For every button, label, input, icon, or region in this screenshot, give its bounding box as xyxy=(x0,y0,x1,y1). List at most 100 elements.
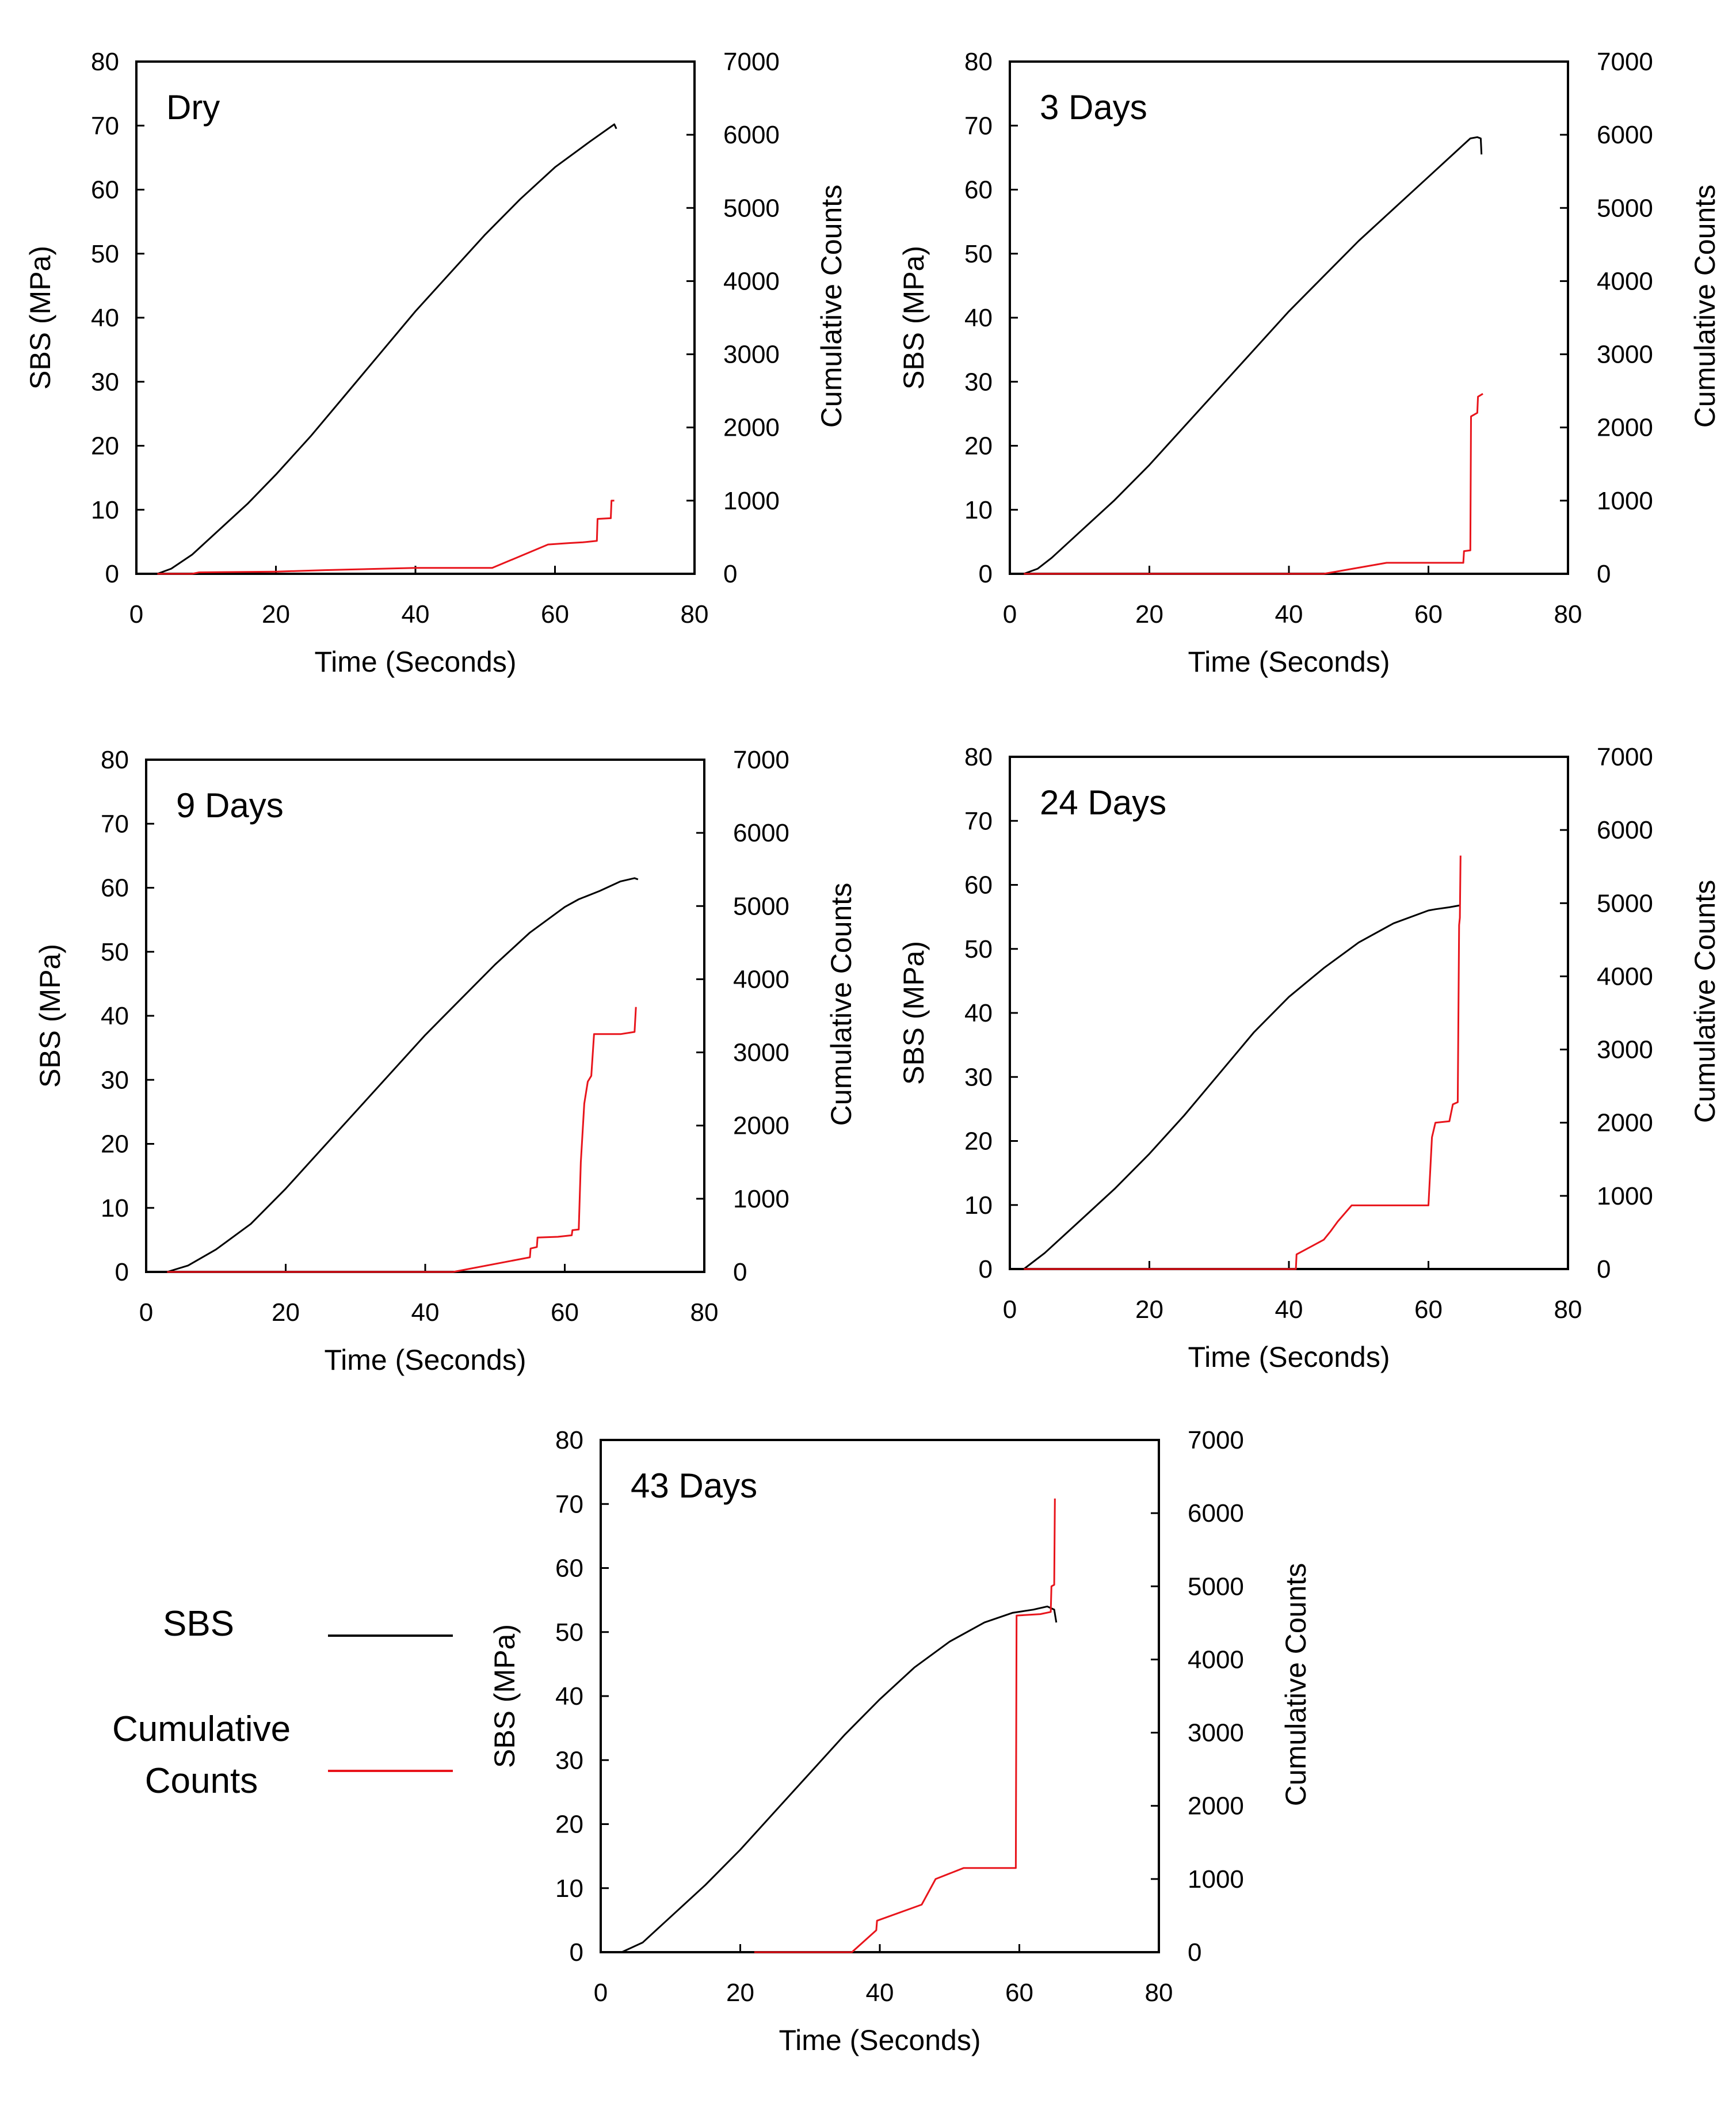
plot-frame xyxy=(1009,60,1569,575)
y2-tick-label: 1000 xyxy=(1597,1182,1653,1210)
y-tick-label: 10 xyxy=(101,1194,129,1222)
x-tick-label: 40 xyxy=(1275,1296,1303,1324)
y-tick-label: 40 xyxy=(964,999,993,1027)
y-tick-label: 20 xyxy=(555,1811,583,1839)
y2-tick-label: 5000 xyxy=(1188,1572,1244,1601)
y2-tick-label: 7000 xyxy=(1188,1426,1244,1454)
series-line-cumulative-counts xyxy=(1024,855,1462,1270)
y2-tick-label: 4000 xyxy=(723,267,780,295)
x-tick-label: 0 xyxy=(129,600,143,628)
series-line-sbs xyxy=(1023,904,1460,1270)
plot-frame xyxy=(145,759,705,1273)
y-tick-label: 30 xyxy=(964,368,993,396)
y2-tick-label: 6000 xyxy=(733,819,789,847)
y-tick-label: 50 xyxy=(964,935,993,963)
y2-tick-label: 5000 xyxy=(1597,889,1653,917)
series-line-cumulative-counts xyxy=(754,1498,1056,1953)
panels: 0 20 40 60 800102030405060708001000200030004… xyxy=(24,48,1721,2056)
y2-tick-label: 0 xyxy=(733,1258,747,1286)
y2-tick-label: 3000 xyxy=(1597,1036,1653,1064)
y2-tick-label: 1000 xyxy=(723,487,780,515)
series-line-cumulative-counts xyxy=(157,500,615,575)
y-tick-label: 30 xyxy=(555,1746,583,1774)
plot-frame xyxy=(135,60,696,575)
y2-tick-label: 4000 xyxy=(733,965,789,993)
y2-tick-label: 7000 xyxy=(1597,743,1653,771)
y2-tick-label: 4000 xyxy=(1597,962,1653,990)
x-axis-label: Time (Seconds) xyxy=(1188,1341,1390,1373)
y2-axis-label: Cumulative Counts xyxy=(1689,185,1721,428)
series-line-cumulative-counts xyxy=(1024,393,1483,575)
y2-tick-label: 3000 xyxy=(723,341,780,369)
y-tick-label: 0 xyxy=(105,560,119,588)
x-tick-label: 40 xyxy=(1275,600,1303,628)
y-tick-label: 40 xyxy=(101,1002,129,1030)
x-axis-label: Time (Seconds) xyxy=(314,646,516,678)
x-tick-label: 20 xyxy=(262,600,290,628)
y2-tick-label: 6000 xyxy=(723,121,780,149)
y-tick-label: 50 xyxy=(964,240,993,268)
y-tick-label: 80 xyxy=(555,1426,583,1454)
y-tick-label: 80 xyxy=(91,48,119,76)
y-tick-label: 10 xyxy=(964,1191,993,1220)
y2-tick-label: 7000 xyxy=(723,48,780,76)
y-tick-label: 70 xyxy=(101,810,129,838)
y2-tick-label: 4000 xyxy=(1188,1645,1244,1674)
y2-tick-label: 0 xyxy=(1597,1255,1611,1283)
y-tick-label: 20 xyxy=(91,432,119,460)
panel-title: 24 Days xyxy=(1040,783,1166,822)
y2-tick-label: 3000 xyxy=(1597,341,1653,369)
y2-tick-label: 7000 xyxy=(1597,48,1653,76)
y2-tick-label: 1000 xyxy=(1188,1865,1244,1893)
y-tick-label: 70 xyxy=(555,1490,583,1518)
x-tick-label: 60 xyxy=(1005,1979,1033,2007)
x-tick-label: 60 xyxy=(1414,1296,1443,1324)
x-tick-label: 60 xyxy=(541,600,569,628)
plot-frame xyxy=(600,1439,1160,1953)
y-tick-label: 70 xyxy=(964,807,993,835)
legend: SBS Cumulative Counts xyxy=(112,1604,453,1801)
panel-title: Dry xyxy=(166,88,220,127)
y-tick-label: 10 xyxy=(555,1874,583,1903)
y-axis-label: SBS (MPa) xyxy=(898,246,930,390)
chart-panel-3: 0 20 40 60 80 0 10 20 30 40 50 60 70 80 0 1000 2000 3000 4… xyxy=(34,746,857,1376)
y2-tick-label: 0 xyxy=(723,560,737,588)
y-tick-label: 20 xyxy=(101,1130,129,1159)
y2-tick-label: 1000 xyxy=(733,1185,789,1213)
y-tick-label: 0 xyxy=(979,560,993,588)
y-tick-label: 40 xyxy=(91,304,119,332)
x-tick-label: 80 xyxy=(1554,600,1582,628)
y2-tick-label: 5000 xyxy=(733,892,789,920)
y2-tick-label: 2000 xyxy=(1188,1792,1244,1820)
series-line-cumulative-counts xyxy=(167,1007,637,1273)
y2-tick-label: 2000 xyxy=(1597,1109,1653,1137)
x-tick-label: 40 xyxy=(411,1298,440,1327)
x-tick-label: 40 xyxy=(402,600,430,628)
y-tick-label: 30 xyxy=(964,1063,993,1091)
panel-title: 43 Days xyxy=(631,1466,757,1505)
y2-tick-label: 7000 xyxy=(733,746,789,774)
y2-tick-label: 3000 xyxy=(1188,1719,1244,1747)
y2-tick-label: 5000 xyxy=(723,194,780,222)
x-tick-label: 0 xyxy=(139,1298,153,1327)
y-tick-label: 50 xyxy=(555,1618,583,1647)
x-tick-label: 60 xyxy=(1414,600,1443,628)
y-tick-label: 10 xyxy=(964,496,993,524)
y2-tick-label: 2000 xyxy=(1597,414,1653,442)
y-tick-label: 30 xyxy=(91,368,119,396)
chart-panel-4: 0 20 40 60 80 0 10 20 30 40 50 60 70 80 0 1000 2000 3000 4… xyxy=(898,743,1721,1373)
x-tick-label: 60 xyxy=(551,1298,579,1327)
y-tick-label: 60 xyxy=(964,176,993,204)
y-tick-label: 50 xyxy=(101,938,129,966)
x-tick-label: 80 xyxy=(1145,1979,1173,2007)
y-tick-label: 60 xyxy=(91,176,119,204)
series-line-sbs xyxy=(621,1605,1058,1953)
y2-tick-label: 6000 xyxy=(1597,121,1653,149)
y-tick-label: 80 xyxy=(964,743,993,771)
y2-tick-label: 6000 xyxy=(1188,1499,1244,1527)
y2-tick-label: 2000 xyxy=(733,1112,789,1140)
panel-title: 3 Days xyxy=(1040,88,1147,127)
y-tick-label: 0 xyxy=(570,1938,583,1967)
y-tick-label: 10 xyxy=(91,496,119,524)
y-tick-label: 70 xyxy=(91,112,119,140)
